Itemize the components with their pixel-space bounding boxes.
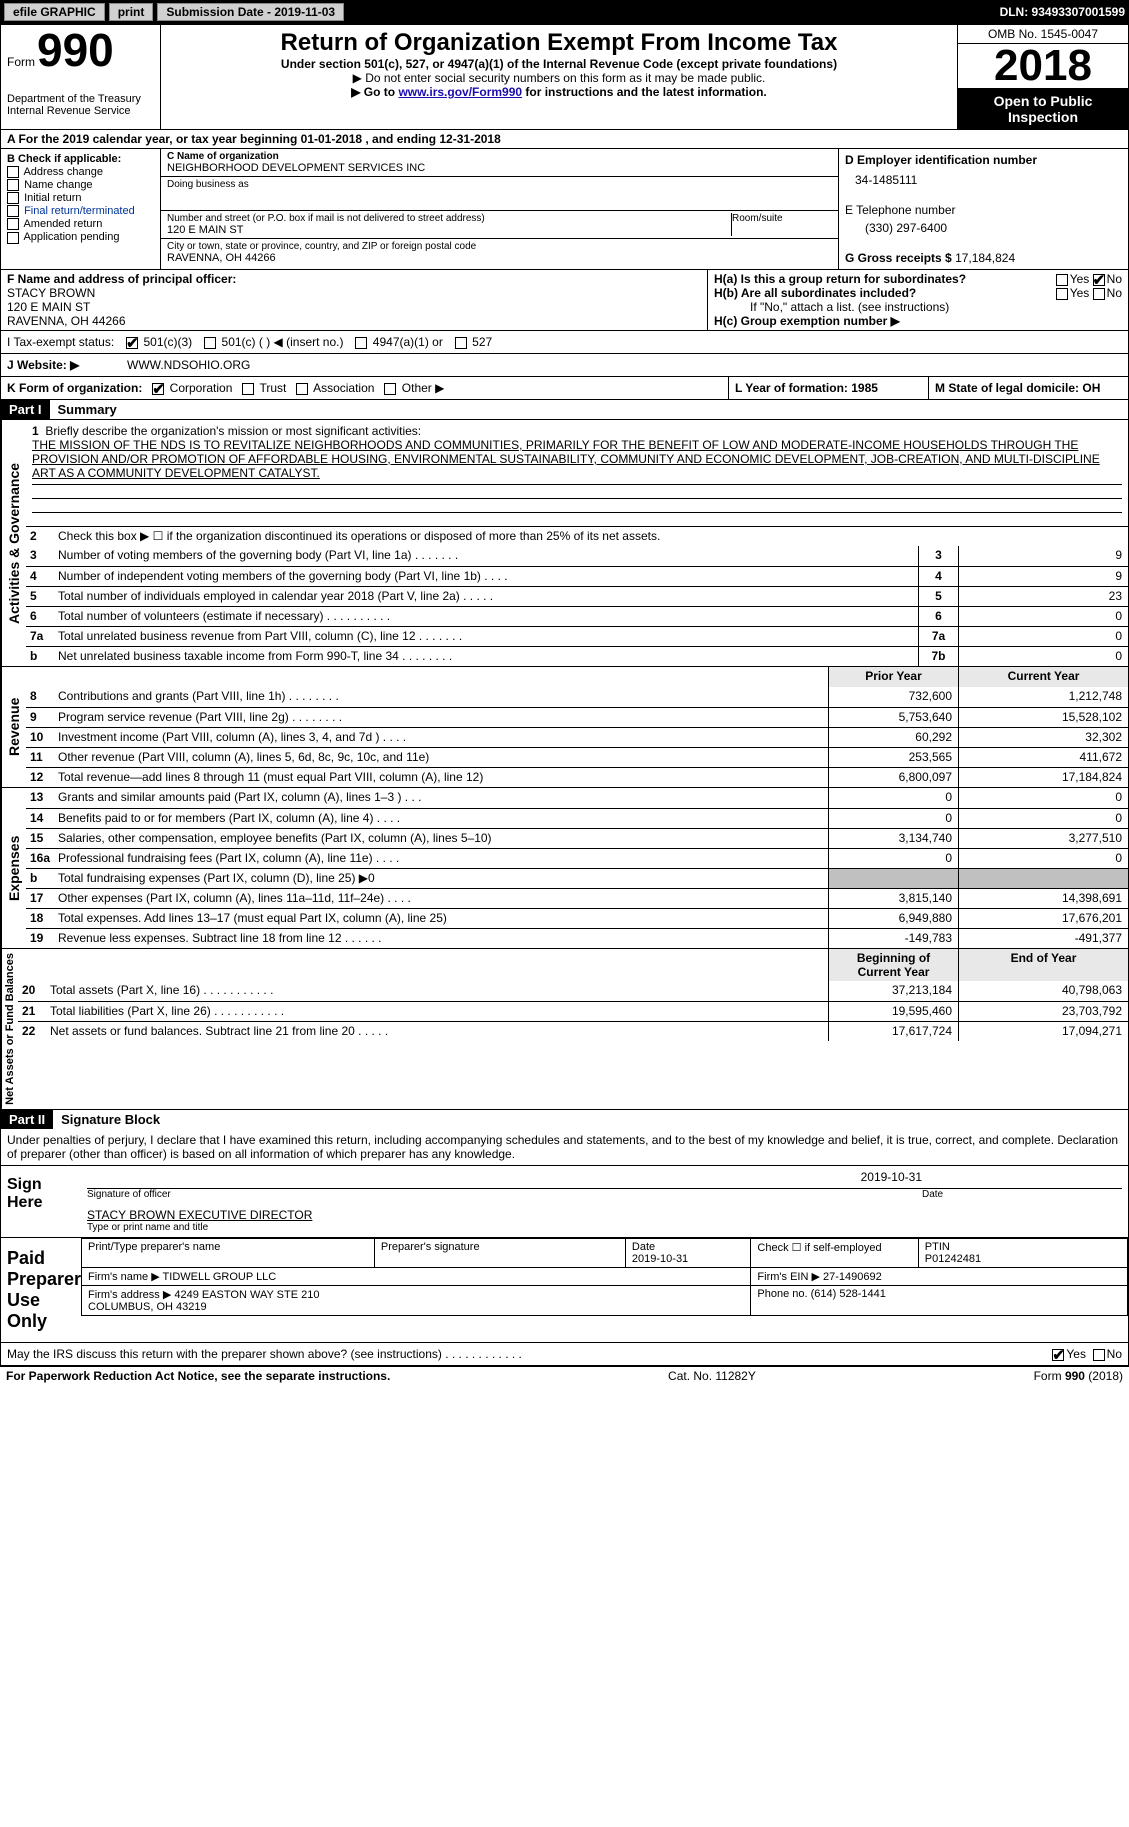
paid-preparer: Paid Preparer Use Only [1,1238,81,1342]
form-title: Return of Organization Exempt From Incom… [171,29,947,57]
part-2-title: Signature Block [53,1110,168,1129]
firm-name: TIDWELL GROUP LLC [163,1271,277,1283]
top-bar: efile GRAPHIC print Submission Date - 20… [0,0,1129,24]
firm-ein: 27-1490692 [823,1271,882,1283]
print-button[interactable]: print [109,3,154,21]
telephone: (330) 297-6400 [865,221,1122,235]
paperwork-notice: For Paperwork Reduction Act Notice, see … [6,1369,390,1383]
street-address: 120 E MAIN ST [167,224,731,236]
efile-label: efile GRAPHIC [4,3,105,21]
declaration: Under penalties of perjury, I declare th… [1,1129,1128,1165]
tax-year: 2018 [958,44,1128,89]
officer-addr1: 120 E MAIN ST [7,300,701,314]
vtab-expenses: Expenses [1,788,26,948]
dept-treasury: Department of the Treasury Internal Reve… [7,93,154,117]
ptin: P01242481 [925,1253,981,1265]
officer-name: STACY BROWN [7,286,701,300]
vtab-net-assets: Net Assets or Fund Balances [1,949,18,1109]
mission-statement: THE MISSION OF THE NDS IS TO REVITALIZE … [32,438,1122,480]
cat-no: Cat. No. 11282Y [390,1369,1033,1383]
form-subtitle: Under section 501(c), 527, or 4947(a)(1)… [171,57,947,71]
ein: 34-1485111 [855,173,1122,187]
open-to-public: Open to Public Inspection [958,89,1128,129]
part-1-header: Part I [1,400,50,419]
row-a-period: A For the 2019 calendar year, or tax yea… [1,129,1128,148]
part-1-title: Summary [50,400,125,419]
form-990: Form 990 Department of the Treasury Inte… [0,24,1129,1366]
vtab-governance: Activities & Governance [1,420,26,666]
city-state-zip: RAVENNA, OH 44266 [167,252,832,264]
submission-date: Submission Date - 2019-11-03 [157,3,344,21]
part-2-header: Part II [1,1110,53,1129]
officer-addr2: RAVENNA, OH 44266 [7,314,701,328]
gross-receipts: 17,184,824 [955,251,1015,265]
discuss-question: May the IRS discuss this return with the… [7,1347,1052,1361]
org-name: NEIGHBORHOOD DEVELOPMENT SERVICES INC [167,162,832,174]
sign-here: Sign Here [1,1166,81,1237]
col-b-checkboxes: B Check if applicable: Address change Na… [1,149,161,269]
note-goto: ▶ Go to www.irs.gov/Form990 for instruct… [171,85,947,99]
dln: DLN: 93493307001599 [1000,5,1125,19]
website-url: WWW.NDSOHIO.ORG [127,358,250,372]
form-number: 990 [37,27,114,73]
officer-signature-name: STACY BROWN EXECUTIVE DIRECTOR [87,1208,1122,1222]
irs-link[interactable]: www.irs.gov/Form990 [398,85,522,99]
form-ref: Form 990 (2018) [1034,1369,1123,1383]
form-word: Form [7,55,35,69]
note-ssn: ▶ Do not enter social security numbers o… [171,71,947,85]
firm-phone: (614) 528-1441 [811,1288,886,1300]
vtab-revenue: Revenue [1,667,26,787]
